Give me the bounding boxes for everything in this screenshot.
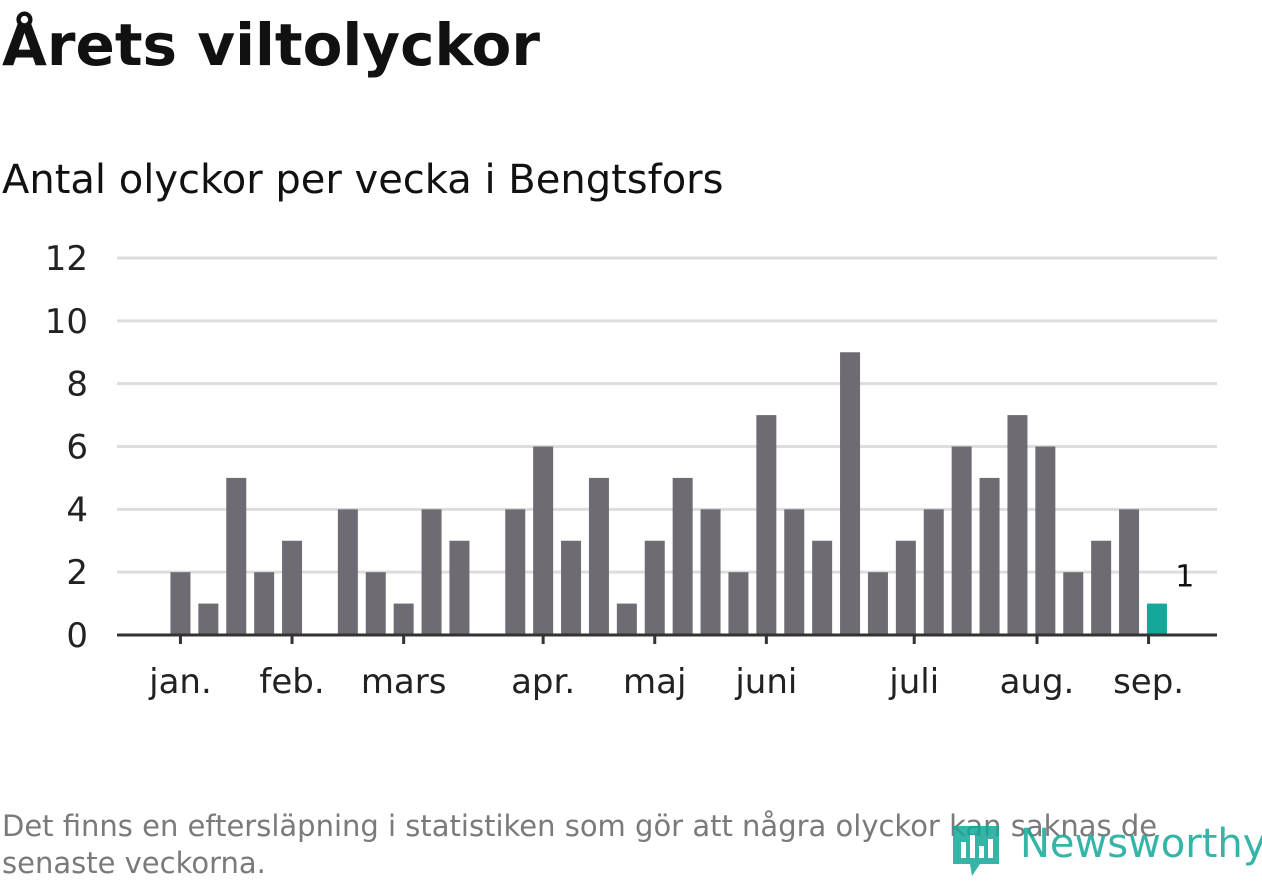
bar	[421, 509, 442, 635]
y-tick-label: 6	[66, 428, 88, 468]
y-tick-label: 4	[66, 490, 88, 530]
bar	[254, 572, 275, 635]
y-tick-label: 2	[66, 553, 88, 593]
bar	[840, 352, 861, 635]
bar	[644, 540, 665, 635]
data-label: 1	[1175, 560, 1194, 595]
x-axis-ticks: jan. feb. mars apr. maj juni juli aug. sep.	[148, 635, 1184, 702]
bar	[867, 572, 888, 635]
bar	[449, 540, 470, 635]
bar	[561, 540, 582, 635]
bar	[170, 572, 191, 635]
bar	[700, 509, 721, 635]
x-tick-label: maj	[623, 662, 686, 702]
newsworthy-logo-icon	[953, 826, 999, 876]
bar	[951, 446, 972, 635]
bar	[616, 603, 637, 635]
data-labels: 1	[1175, 560, 1194, 595]
bar	[979, 477, 1000, 635]
x-tick-label: aug.	[1000, 662, 1075, 702]
x-tick-label: mars	[361, 662, 447, 702]
logo-text: Newsworthy	[1020, 821, 1262, 867]
bar	[812, 540, 833, 635]
bar	[505, 509, 526, 635]
y-axis-ticks: 0 2 4 6 8 10 12	[45, 239, 88, 656]
bar	[365, 572, 386, 635]
bar	[282, 540, 303, 635]
x-tick-label: juli	[888, 662, 939, 702]
grid-lines	[117, 256, 1217, 574]
bars	[170, 352, 1167, 635]
bar	[895, 540, 916, 635]
bar	[588, 477, 609, 635]
bar	[672, 477, 693, 635]
bar	[533, 446, 554, 635]
bar	[756, 415, 777, 635]
bar-latest-week	[1146, 603, 1167, 635]
y-tick-label: 12	[45, 239, 88, 279]
y-tick-label: 8	[66, 365, 88, 405]
x-tick-label: apr.	[511, 662, 575, 702]
bar	[728, 572, 749, 635]
x-tick-label: jan.	[148, 662, 212, 702]
bar	[1091, 540, 1112, 635]
bar	[1119, 509, 1140, 635]
x-tick-label: feb.	[259, 662, 324, 702]
chart-title: Årets viltolyckor	[2, 11, 540, 79]
bar	[226, 477, 247, 635]
y-tick-label: 0	[66, 616, 88, 656]
chart-subtitle: Antal olyckor per vecka i Bengtsfors	[2, 157, 724, 203]
bar	[1063, 572, 1084, 635]
bar	[923, 509, 944, 635]
bar	[1035, 446, 1056, 635]
bar	[1007, 415, 1028, 635]
bar	[337, 509, 358, 635]
bar	[784, 509, 805, 635]
newsworthy-logo: Newsworthy	[950, 818, 1262, 876]
bar	[198, 603, 219, 635]
bar	[393, 603, 414, 635]
x-tick-label: sep.	[1113, 662, 1184, 702]
y-tick-label: 10	[45, 302, 88, 342]
x-tick-label: juni	[734, 662, 797, 702]
weekly-accidents-bar-chart: 0 2 4 6 8 10 12 1 jan. feb. mars apr. maj juni juli a…	[45, 239, 1217, 702]
